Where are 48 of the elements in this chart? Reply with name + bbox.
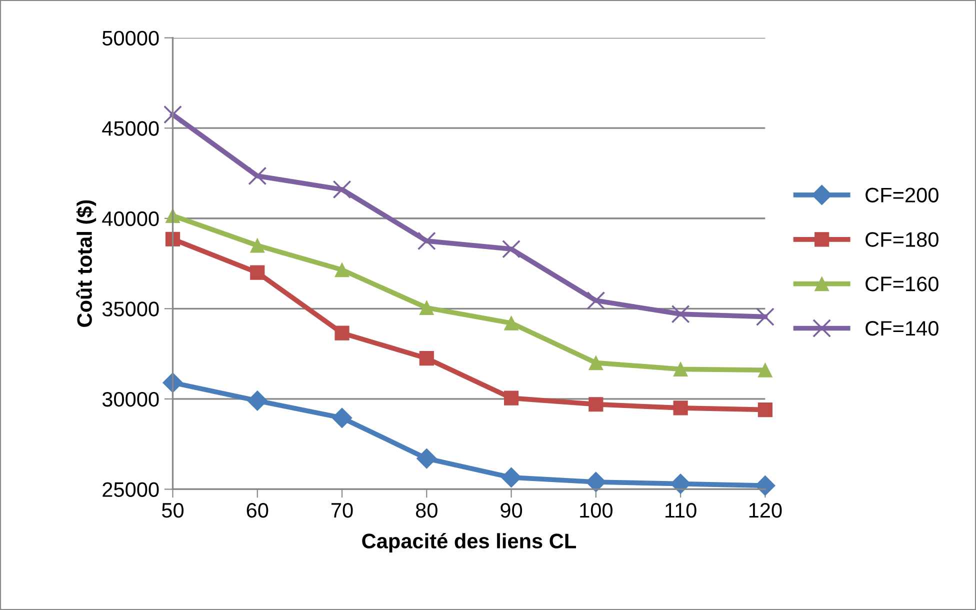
x-tick-label: 90 [500,502,522,518]
legend-label: CF=160 [866,276,938,292]
x-tick-label: 80 [416,502,438,518]
point [504,390,519,406]
point [416,448,437,469]
point [673,400,688,416]
point [247,390,268,411]
x-tick-label: 120 [749,502,782,518]
point [164,105,182,124]
point [332,408,352,428]
point [756,308,774,326]
y-tick-label: 25000 [102,482,159,497]
x-tick-label: 100 [580,502,612,518]
x-tick-label: 70 [332,502,353,518]
point [673,362,688,376]
point [758,402,772,418]
point [504,316,519,330]
point [588,356,604,370]
x-tick-label: 110 [666,502,696,518]
point [419,300,434,316]
point [417,232,436,250]
point [671,304,690,324]
legend-label: CF=200 [866,188,938,202]
point [502,240,521,258]
point [586,472,606,492]
y-tick-label: 35000 [102,302,159,316]
point [250,265,265,280]
legend-label: CF=140 [866,320,938,336]
y-tick-label: 45000 [102,121,159,136]
point [501,467,522,488]
point [248,166,267,186]
point [250,238,265,253]
y-tick-label: 30000 [102,392,159,407]
point [332,180,352,199]
x-tick-label: 50 [162,502,184,518]
point [334,262,350,278]
point [419,351,434,366]
point [588,397,604,412]
x-tick-label: 60 [246,502,268,518]
point [758,362,772,378]
x-axis-title: Capacité des liens CL [362,532,576,553]
y-tick-label: 40000 [102,211,159,226]
y-axis-title: Coût total ($) [76,200,96,327]
y-tick-label: 50000 [102,30,159,46]
point [334,326,350,340]
point [586,291,606,310]
point [755,475,776,496]
legend-label: CF=180 [866,232,938,247]
